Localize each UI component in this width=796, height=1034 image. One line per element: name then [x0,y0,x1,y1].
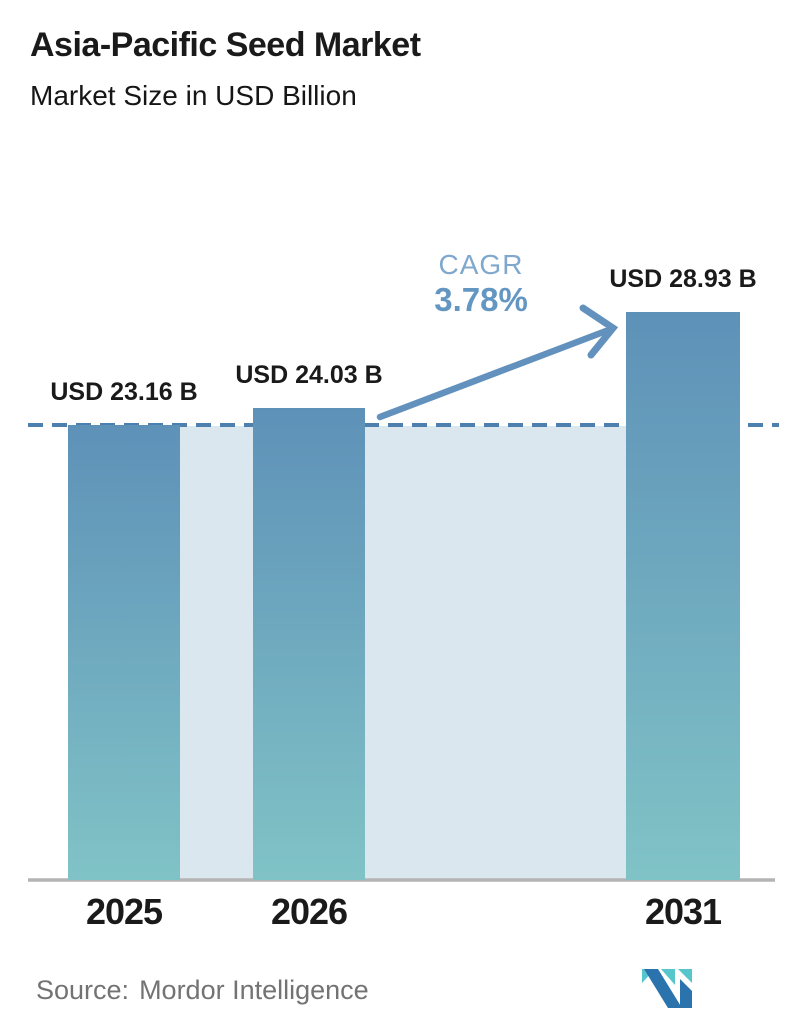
bar-2031 [626,312,740,880]
logo-navy-diagonal [644,969,682,1008]
x-axis-tick-2026: 2026 [270,891,348,932]
bar-value-label-2031: USD 28.93 B [609,265,757,293]
bar-2025 [68,425,180,880]
cagr-value: 3.78% [434,281,528,318]
cagr-arrow [376,304,619,421]
footer: Source: Mordor Intelligence [36,975,369,1006]
cagr-label: CAGR [438,249,524,280]
x-axis-tick-2031: 2031 [644,891,722,932]
bar-value-label-2026: USD 24.03 B [235,361,383,389]
bar-value-label-2025: USD 23.16 B [50,378,198,406]
chart-title: Asia-Pacific Seed Market [30,26,421,64]
bar-2026 [253,408,365,880]
logo-teal-triangle-right [678,969,692,983]
logo-teal-triangle-mid [661,969,675,985]
mordor-intelligence-logo [642,969,692,1008]
x-axis-tick-2025: 2025 [85,891,163,932]
chart-subtitle: Market Size in USD Billion [30,80,357,111]
source-name: Mordor Intelligence [139,975,369,1005]
logo-navy-bar [680,979,692,1008]
cagr-annotation: CAGR 3.78% [434,249,528,318]
source-label: Source: [36,975,130,1005]
